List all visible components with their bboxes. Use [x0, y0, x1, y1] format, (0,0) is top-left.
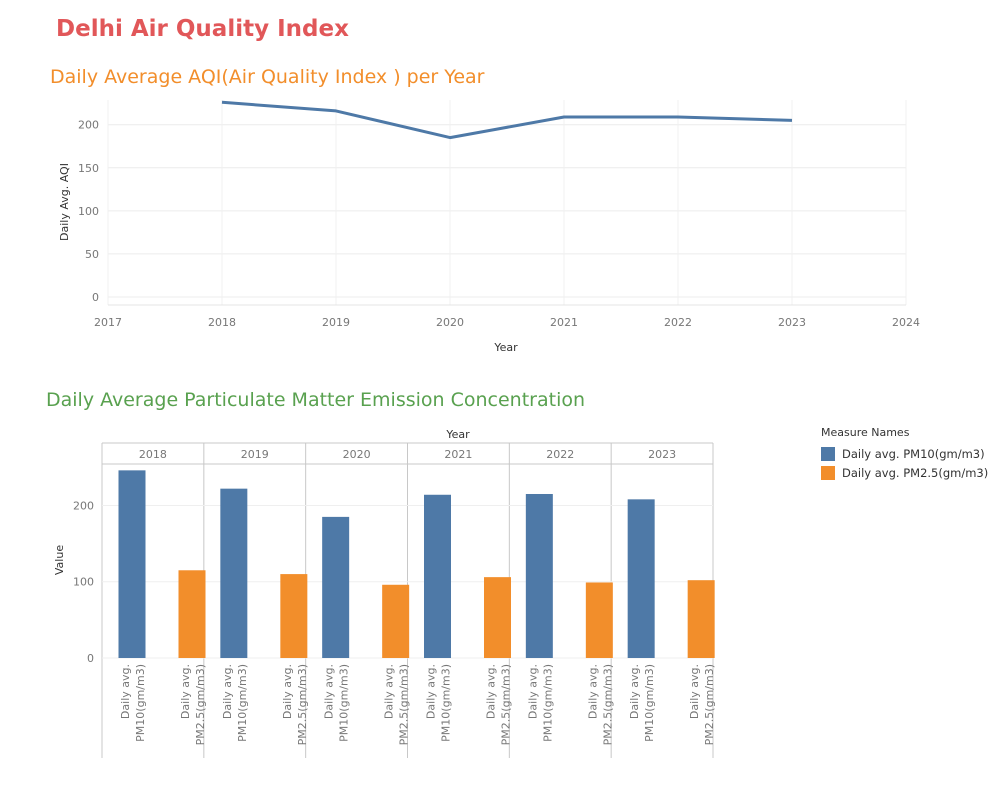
aqi-x-tick-label: 2021	[550, 316, 578, 329]
pm-bars	[118, 470, 715, 658]
pm-y-tick-label: 0	[87, 652, 94, 665]
pm-year-header: 2022	[546, 448, 574, 461]
pm10-bar[interactable]	[627, 499, 655, 658]
pm-bar-label: Daily avg. PM2.5(gm/m3)	[688, 664, 716, 745]
legend-label-pm25: Daily avg. PM2.5(gm/m3)	[842, 465, 989, 480]
legend-label-pm10: Daily avg. PM10(gm/m3)	[842, 446, 985, 461]
aqi-y-axis-title: Daily Avg. AQI	[58, 163, 71, 241]
legend-swatch-pm10	[821, 446, 835, 461]
legend: Measure Names Daily avg. PM10(gm/m3) Dai…	[821, 426, 988, 482]
pm-chart-title: Daily Average Particulate Matter Emissio…	[46, 389, 586, 411]
pm25-bar[interactable]	[484, 577, 511, 658]
dashboard-title: Delhi Air Quality Index	[56, 16, 349, 42]
pm-bar-label: Daily avg. PM2.5(gm/m3)	[485, 664, 513, 745]
pm25-bar[interactable]	[280, 574, 308, 658]
pm25-bar[interactable]	[585, 582, 613, 658]
pm-bar-label: Daily avg. PM2.5(gm/m3)	[586, 664, 614, 745]
pm-bar-label: Daily avg. PM10(gm/m3)	[526, 664, 554, 742]
pm-bar-label: Daily avg. PM10(gm/m3)	[221, 664, 249, 742]
pm-year-header: 2018	[139, 448, 167, 461]
pm10-bar[interactable]	[220, 488, 248, 658]
aqi-x-tick-label: 2019	[322, 316, 350, 329]
aqi-y-tick-label: 150	[78, 162, 99, 175]
aqi-line-chart: 0 50 100 150 200 2017 2018 2019 2020 2021 2022 202…	[58, 100, 920, 354]
aqi-x-tick-label: 2022	[664, 316, 692, 329]
aqi-x-tick-label: 2023	[778, 316, 806, 329]
pm-y-axis: 0 100 200	[73, 499, 94, 665]
pm-bar-label: Daily avg. PM2.5(gm/m3)	[383, 664, 411, 745]
legend-title: Measure Names	[821, 426, 910, 439]
pm-y-axis-title: Value	[53, 545, 66, 575]
pm-year-header: 2023	[648, 448, 676, 461]
aqi-x-tick-label: 2018	[208, 316, 236, 329]
aqi-x-tick-label: 2024	[892, 316, 920, 329]
pm-bar-labels: Daily avg. PM10(gm/m3) Daily avg. PM2.5(gm/…	[119, 664, 716, 745]
pm-bar-label: Daily avg. PM10(gm/m3)	[323, 664, 351, 742]
pm25-bar[interactable]	[687, 580, 715, 658]
pm25-bar[interactable]	[382, 584, 410, 658]
pm-year-header: 2021	[444, 448, 472, 461]
legend-swatch-pm25	[821, 465, 835, 480]
pm10-bar[interactable]	[424, 494, 451, 658]
pm-year-header: 2019	[241, 448, 269, 461]
pm-gridlines	[102, 504, 713, 659]
pm-bar-label: Daily avg. PM10(gm/m3)	[119, 664, 147, 742]
aqi-x-axis: 2017 2018 2019 2020 2021 2022 2023 2024	[94, 316, 920, 329]
pm-column-header: Year	[445, 428, 470, 441]
legend-item-pm25[interactable]: Daily avg. PM2.5(gm/m3)	[821, 463, 988, 482]
pm-bar-label: Daily avg. PM10(gm/m3)	[628, 664, 656, 742]
pm10-bar[interactable]	[525, 493, 553, 658]
pm25-bar[interactable]	[178, 570, 206, 658]
aqi-x-tick-label: 2017	[94, 316, 122, 329]
pm-panel-frame	[101, 442, 714, 758]
aqi-series-line	[221, 100, 793, 140]
aqi-gridlines	[107, 100, 907, 306]
pm-y-tick-label: 100	[73, 576, 94, 589]
legend-item-pm10[interactable]: Daily avg. PM10(gm/m3)	[821, 444, 988, 463]
aqi-y-axis: 0 50 100 150 200	[78, 119, 99, 304]
pm-year-headers: 2018 2019 2020 2021 2022 2023	[139, 448, 676, 461]
aqi-chart-title: Daily Average AQI(Air Quality Index ) pe…	[50, 66, 485, 88]
aqi-y-tick-label: 100	[78, 205, 99, 218]
aqi-y-tick-label: 50	[85, 248, 99, 261]
aqi-x-axis-title: Year	[493, 341, 518, 354]
pm-y-tick-label: 200	[73, 499, 94, 512]
pm10-bar[interactable]	[118, 470, 146, 658]
pm10-bar[interactable]	[322, 516, 350, 658]
pm-bar-label: Daily avg. PM2.5(gm/m3)	[179, 664, 207, 745]
pm-bar-label: Daily avg. PM2.5(gm/m3)	[281, 664, 309, 745]
aqi-y-tick-label: 0	[92, 291, 99, 304]
pm-bar-label: Daily avg. PM10(gm/m3)	[425, 664, 453, 742]
aqi-x-tick-label: 2020	[436, 316, 464, 329]
aqi-y-tick-label: 200	[78, 119, 99, 132]
pm-year-header: 2020	[343, 448, 371, 461]
